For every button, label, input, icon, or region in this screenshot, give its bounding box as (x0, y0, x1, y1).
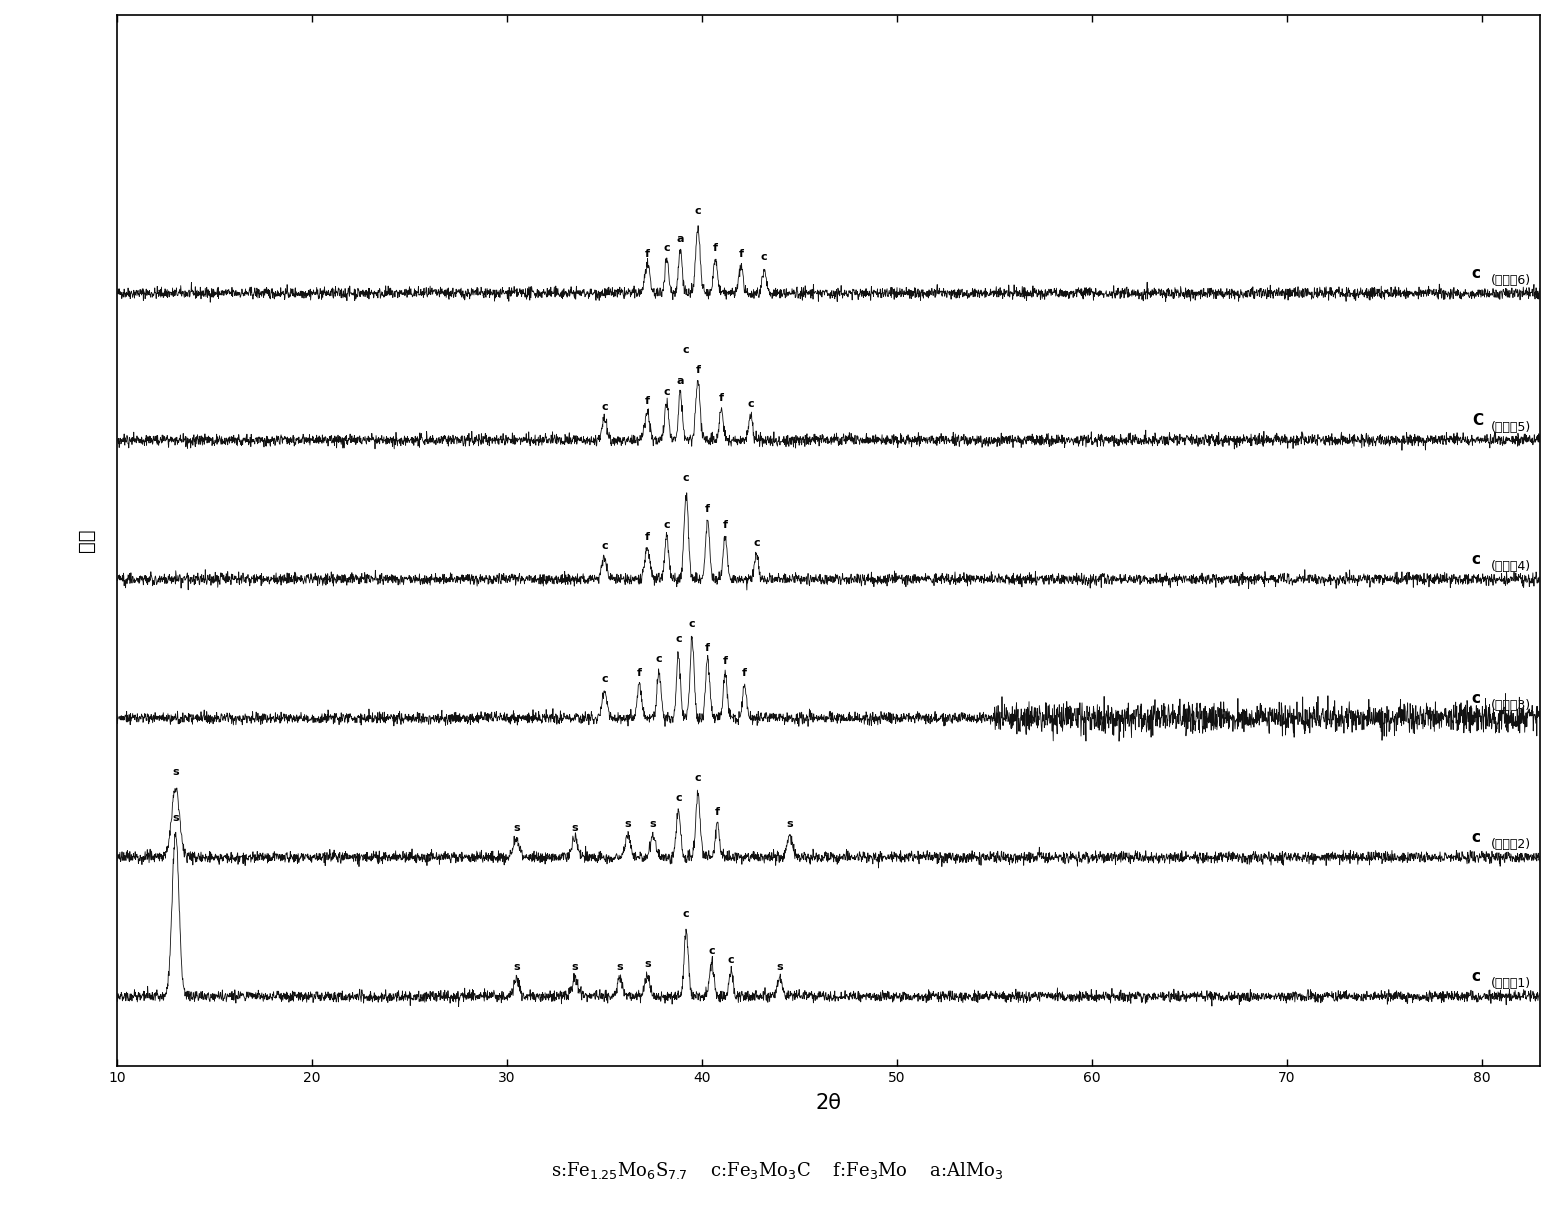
Text: s: s (644, 958, 650, 968)
Text: c: c (683, 473, 689, 483)
Text: s: s (776, 962, 784, 972)
Text: c: c (753, 539, 760, 548)
Text: c: c (748, 399, 754, 409)
Text: c: c (683, 909, 689, 919)
Text: s: s (787, 820, 793, 830)
Text: a: a (676, 376, 684, 386)
Text: c: c (664, 243, 670, 254)
Text: c: c (689, 619, 695, 628)
Text: f: f (723, 656, 728, 666)
Text: f: f (712, 243, 718, 254)
Text: c: c (602, 403, 608, 412)
Text: (实施奡3): (实施奡3) (1491, 699, 1532, 712)
Text: c: c (675, 793, 681, 803)
Text: C: C (1471, 412, 1483, 428)
Text: s:Fe$_{1.25}$Mo$_{6}$S$_{7.7}$    c:Fe$_{3}$Mo$_{3}$C    f:Fe$_{3}$Mo    a:AlMo$: s:Fe$_{1.25}$Mo$_{6}$S$_{7.7}$ c:Fe$_{3}… (550, 1160, 1005, 1181)
Text: f: f (742, 668, 748, 678)
Text: c: c (656, 654, 662, 664)
Text: (实施奡4): (实施奡4) (1491, 560, 1532, 573)
Text: c: c (1471, 830, 1480, 845)
Text: c: c (1471, 969, 1480, 984)
Text: s: s (513, 822, 519, 832)
Text: f: f (704, 505, 711, 514)
Text: c: c (728, 956, 734, 966)
Text: f: f (638, 668, 642, 678)
Text: c: c (664, 519, 670, 530)
Text: f: f (718, 393, 723, 403)
Text: s: s (173, 813, 179, 824)
Text: c: c (1471, 691, 1480, 706)
Text: f: f (645, 533, 650, 542)
Text: s: s (617, 962, 624, 972)
Text: (实施奡1): (实施奡1) (1491, 978, 1532, 990)
Text: (实施奡6): (实施奡6) (1491, 274, 1532, 287)
X-axis label: 2θ: 2θ (815, 1093, 841, 1114)
Text: f: f (704, 643, 711, 654)
Text: f: f (723, 519, 728, 530)
Text: c: c (1471, 552, 1480, 566)
Text: s: s (572, 962, 578, 972)
Y-axis label: 强度: 强度 (78, 529, 96, 552)
Text: f: f (645, 395, 650, 406)
Text: c: c (1471, 266, 1480, 281)
Text: s: s (572, 822, 578, 832)
Text: c: c (695, 773, 701, 784)
Text: (实施奡2): (实施奡2) (1491, 838, 1532, 852)
Text: a: a (676, 234, 684, 244)
Text: f: f (645, 249, 650, 260)
Text: c: c (602, 541, 608, 551)
Text: s: s (625, 820, 631, 830)
Text: s: s (650, 820, 656, 830)
Text: c: c (683, 344, 689, 355)
Text: s: s (513, 962, 519, 972)
Text: c: c (708, 946, 715, 956)
Text: c: c (760, 252, 768, 262)
Text: s: s (173, 767, 179, 776)
Text: c: c (664, 387, 670, 397)
Text: f: f (715, 807, 720, 818)
Text: c: c (675, 634, 681, 644)
Text: f: f (739, 249, 743, 260)
Text: (实施奡5): (实施奡5) (1491, 421, 1532, 434)
Text: c: c (602, 674, 608, 684)
Text: c: c (695, 206, 701, 216)
Text: f: f (695, 365, 700, 375)
